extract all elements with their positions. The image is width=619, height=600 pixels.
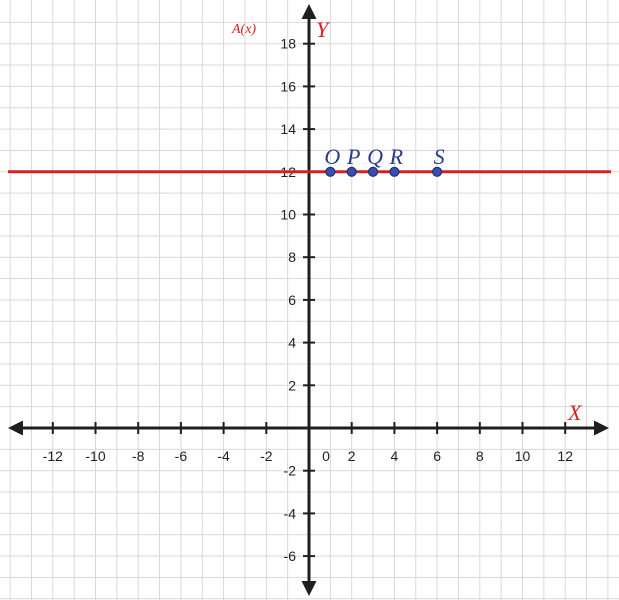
y-tick-label: 14 [280, 121, 296, 137]
y-tick-label: 8 [288, 249, 296, 265]
point-p [346, 166, 357, 177]
point-label-p: P [346, 144, 360, 169]
point-o [325, 166, 336, 177]
y-tick-label: 18 [280, 36, 296, 52]
x-tick-label: 0 [322, 448, 330, 464]
y-tick-label: 2 [288, 377, 296, 393]
x-tick-label: -2 [260, 448, 273, 464]
y-tick-label: -6 [284, 548, 297, 564]
y-tick-label: 10 [280, 207, 296, 223]
point-label-o: O [324, 144, 340, 169]
point-s [432, 166, 443, 177]
x-tick-label: -10 [85, 448, 105, 464]
x-tick-label: -6 [175, 448, 188, 464]
function-label: A(x) [231, 22, 256, 37]
x-tick-label: 12 [557, 448, 573, 464]
x-tick-label: -4 [217, 448, 230, 464]
point-label-q: Q [367, 144, 383, 169]
x-tick-label: -12 [43, 448, 63, 464]
x-tick-label: 6 [433, 448, 441, 464]
x-axis-label: X [567, 400, 583, 425]
point-label-r: R [389, 144, 404, 169]
x-tick-label: 2 [348, 448, 356, 464]
axis-ticks: -12 -10 -8 -6 -4 -2 0 2 4 6 8 10 12-6-4-224681012141… [43, 36, 574, 564]
y-tick-label: 4 [288, 335, 296, 351]
axis-labels: X Y A(x) [231, 17, 583, 425]
y-tick-label: -2 [284, 463, 297, 479]
y-tick-label: -4 [284, 505, 297, 521]
y-tick-label: 6 [288, 292, 296, 308]
x-tick-label: -8 [132, 448, 145, 464]
y-tick-label: 16 [280, 78, 296, 94]
point-q [367, 166, 379, 177]
y-axis-label: Y [316, 17, 331, 42]
point-r [389, 166, 400, 177]
point-label-s: S [434, 144, 445, 169]
x-tick-label: 8 [476, 448, 484, 464]
x-tick-label: 4 [391, 448, 399, 464]
x-tick-label: 10 [515, 448, 531, 464]
